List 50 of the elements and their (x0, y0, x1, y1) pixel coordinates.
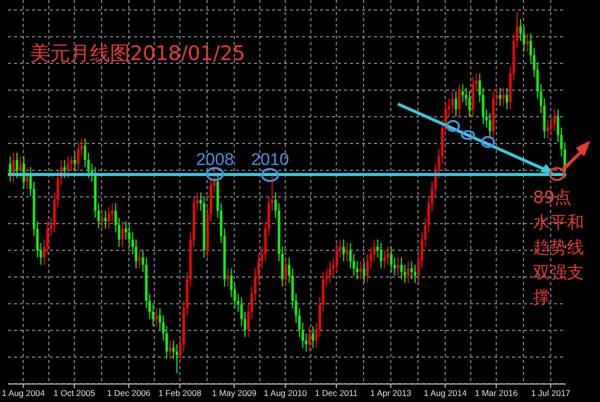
candlestick (74, 152, 76, 172)
candlestick (308, 326, 311, 352)
candlestick (158, 308, 162, 330)
candlestick (386, 246, 390, 266)
candlestick (458, 84, 461, 118)
candlestick (454, 90, 458, 118)
annotation: 2008 (196, 150, 234, 169)
candlestick (77, 141, 80, 172)
candlestick (230, 268, 233, 298)
candlestick (63, 160, 66, 179)
x-tick-label: 1 Aug 2014 (424, 388, 467, 398)
x-tick-label: 1 Feb 2008 (158, 388, 202, 398)
candlestick (336, 242, 338, 273)
candlestick (342, 239, 345, 262)
candlestick (359, 260, 362, 280)
candlestick (526, 33, 529, 52)
candlestick (498, 87, 502, 106)
text: 美元月线图2018/01/25 (30, 41, 246, 65)
annotation: 89点水平和趋势线双强支撑 (533, 188, 584, 308)
candlestick (12, 152, 15, 182)
x-tick-label: 1 Jul 2017 (531, 388, 571, 398)
x-tick-label: 1 Dec 2011 (314, 388, 358, 398)
candlestick (124, 220, 128, 240)
candlestick (108, 206, 110, 230)
candlestick (152, 304, 154, 327)
candlestick (9, 156, 12, 182)
annotation: 2010 (251, 150, 289, 169)
x-tick-label: 1 Aug 2004 (2, 388, 46, 398)
candlestick (462, 84, 464, 103)
candlestick (46, 220, 49, 254)
candlestick (553, 108, 556, 132)
candlestick (396, 257, 400, 276)
candlestick (414, 264, 416, 284)
x-tick-label: 1 Apr 2013 (370, 388, 412, 398)
candlestick (134, 239, 138, 269)
x-tick-label: 1 Oct 2005 (54, 388, 96, 398)
x-tick-label: 1 May 2009 (212, 388, 257, 398)
candlestick (390, 246, 392, 273)
x-tick-label: 1 Aug 2010 (264, 388, 308, 398)
x-tick-label: 1 Dec 2006 (107, 388, 151, 398)
candlestick (488, 112, 492, 139)
candlestick (176, 344, 178, 374)
x-tick-label: 1 Mar 2016 (474, 388, 518, 398)
candlestick (349, 242, 352, 269)
candlestick (410, 260, 413, 280)
candlestick (19, 156, 22, 179)
candlestick (407, 260, 410, 284)
candlestick (284, 257, 287, 287)
candlestick (168, 340, 172, 360)
candlestick (546, 120, 549, 139)
